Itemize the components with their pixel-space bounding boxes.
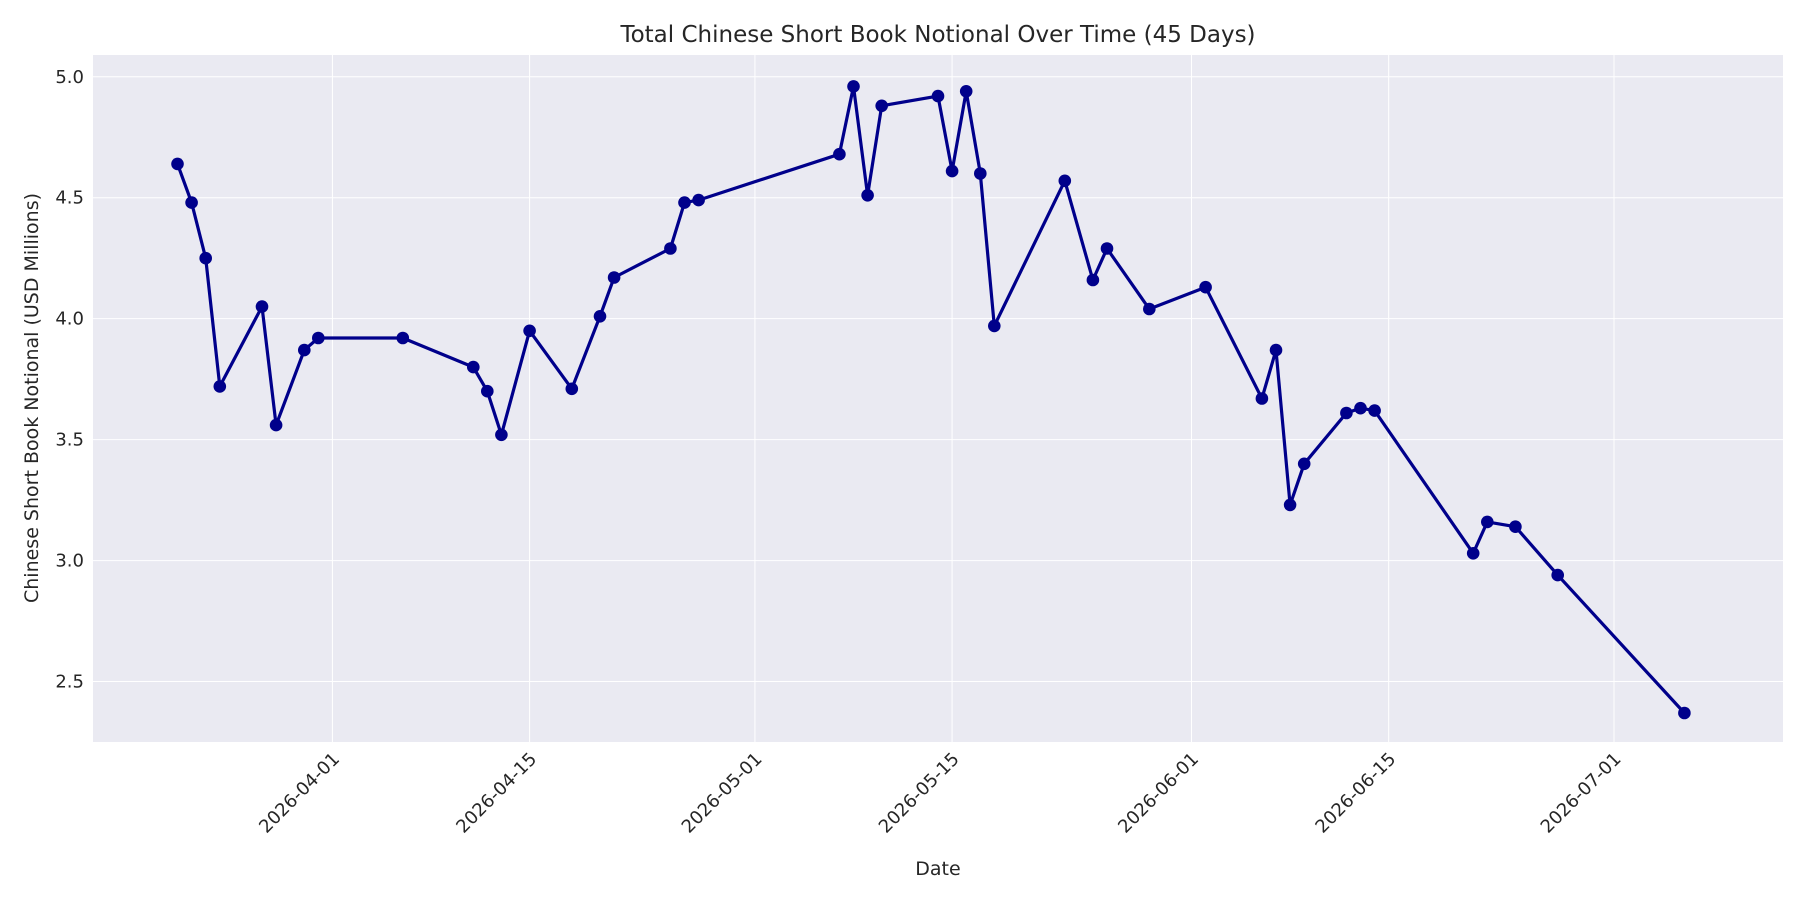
x-tick-label: 2026-06-01 [1114,749,1203,838]
data-point [1340,406,1353,420]
data-point [664,242,677,255]
data-point [1199,280,1212,294]
plot-area [93,55,1783,742]
chart-title: Total Chinese Short Book Notional Over T… [619,22,1255,48]
data-point [833,147,846,161]
y-tick-labels: 2.5 3.0 3.5 4.0 4.5 5.0 [55,67,84,693]
data-point [1283,498,1297,512]
data-point [847,80,860,93]
data-point [1269,343,1283,357]
data-point [269,418,283,432]
data-point [1466,547,1480,560]
data-point [1100,242,1114,255]
x-tick-label: 2026-04-15 [452,749,541,838]
y-tick-label: 4.5 [55,188,84,209]
x-tick-label: 2026-04-01 [255,749,344,838]
data-point [931,89,945,103]
data-point [1509,520,1522,533]
data-point [875,99,888,113]
series-points [171,80,1691,720]
data-point [678,196,691,209]
data-point [1678,706,1691,720]
data-point [396,331,410,345]
x-tick-label: 2026-06-15 [1311,749,1400,838]
y-tick-label: 5.0 [55,67,84,88]
data-point [298,343,311,357]
y-axis-label: Chinese Short Book Notional (USD Million… [21,193,43,603]
data-point [1297,457,1311,471]
x-axis-label: Date [915,858,960,880]
data-point [1086,273,1100,287]
grid [93,55,1783,742]
data-point [1551,568,1564,582]
data-point [481,384,494,398]
data-point [523,324,536,338]
x-tick-label: 2026-07-01 [1537,749,1626,838]
data-point [593,310,607,323]
data-point [185,196,198,209]
y-tick-label: 2.5 [55,672,84,693]
data-point [171,157,184,171]
data-point [692,193,705,207]
data-point [861,189,874,202]
data-point [945,164,959,178]
data-point [312,331,325,345]
data-point [255,300,269,313]
y-tick-label: 3.0 [55,551,84,572]
data-point [1481,515,1494,529]
data-point [467,360,480,374]
x-tick-labels: 2026-04-01 2026-04-15 2026-05-01 2026-05-15… [255,749,1625,838]
data-point [1058,174,1072,188]
data-point [213,380,227,393]
data-point [607,271,621,284]
data-point [495,428,508,442]
x-tick-label: 2026-05-15 [875,749,964,838]
data-point [1368,404,1381,417]
x-tick-label: 2026-05-01 [678,749,767,838]
data-point [959,85,973,98]
y-tick-label: 3.5 [55,430,84,451]
y-tick-label: 4.0 [55,309,84,330]
data-point [988,319,1001,333]
data-point [199,251,212,265]
data-point [1354,401,1367,415]
data-point [1255,392,1269,405]
data-point [1143,302,1156,316]
data-point [974,167,987,180]
data-point [565,382,579,396]
